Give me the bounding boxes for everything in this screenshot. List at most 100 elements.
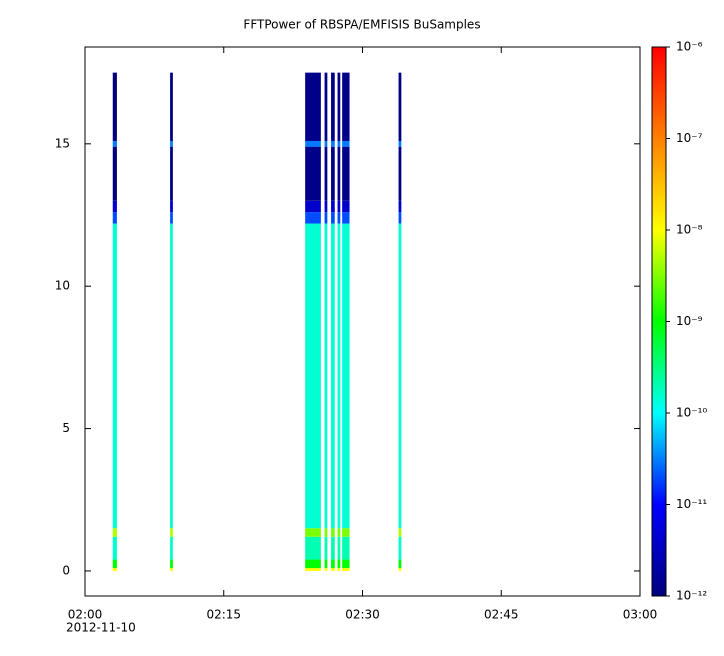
spectrogram-cell — [331, 140, 335, 147]
spectrogram-cell — [342, 568, 350, 571]
spectrogram-cell — [170, 200, 173, 213]
spectrogram-cell — [112, 140, 117, 147]
spectrogram-cell — [324, 212, 328, 224]
spectrogram-cell — [337, 146, 341, 201]
spectrogram-cell — [170, 140, 173, 147]
spectrogram-cell — [112, 568, 117, 571]
spectrogram-cell — [112, 146, 117, 201]
x-tick-label: 02:45 — [484, 608, 519, 622]
spectrogram-cell — [305, 146, 321, 201]
spectrogram-cell — [324, 528, 328, 537]
spectrogram-cell — [170, 559, 173, 569]
spectrogram-cell — [331, 559, 335, 569]
spectrogram-cell — [112, 223, 117, 529]
spectrogram-cell — [398, 559, 402, 569]
spectrogram-cell — [398, 528, 402, 537]
spectrogram-cell — [331, 528, 335, 537]
spectrogram-cell — [337, 559, 341, 569]
spectrogram-cell — [342, 559, 350, 569]
colorbar-tick-label: 10⁻⁷ — [676, 131, 703, 145]
spectrogram-cell — [342, 200, 350, 213]
spectrogram-cell — [170, 528, 173, 537]
spectrogram-cell — [112, 72, 117, 141]
spectrogram-cell — [324, 146, 328, 201]
x-tick-label: 02:15 — [206, 608, 241, 622]
spectrogram-cell — [337, 568, 341, 571]
spectrogram-cell — [398, 200, 402, 213]
spectrogram-cell — [112, 528, 117, 537]
spectrogram-cell — [170, 536, 173, 560]
colorbar — [651, 46, 667, 597]
plot-frame — [84, 46, 641, 597]
spectrogram-cell — [342, 140, 350, 147]
y-tick-label: 10 — [55, 279, 70, 293]
spectrogram-cell — [324, 223, 328, 529]
spectrogram-cell — [398, 568, 402, 571]
spectrogram-cell — [342, 223, 350, 529]
colorbar-tick-label: 10⁻⁸ — [676, 223, 703, 237]
spectrogram-cell — [324, 568, 328, 571]
colorbar-tick-label: 10⁻¹¹ — [676, 497, 707, 511]
colorbar-tick-label: 10⁻⁶ — [676, 40, 703, 54]
spectrogram-cell — [170, 72, 173, 141]
spectrogram-cell — [324, 200, 328, 213]
spectrogram-cell — [331, 146, 335, 201]
x-tick-label: 03:00 — [623, 608, 658, 622]
x-tick-label: 02:30 — [345, 608, 380, 622]
spectrogram-cell — [112, 212, 117, 224]
spectrogram-cell — [305, 559, 321, 569]
spectrogram-cell — [305, 223, 321, 529]
chart-title: FFTPower of RBSPA/EMFISIS BuSamples — [243, 18, 480, 32]
spectrogram-cell — [331, 212, 335, 224]
spectrogram-cell — [331, 568, 335, 571]
x-tick-label: 02:00 — [68, 608, 103, 622]
spectrogram-cell — [398, 146, 402, 201]
spectrogram-cell — [398, 212, 402, 224]
spectrogram-cell — [342, 212, 350, 224]
spectrogram-cell — [324, 536, 328, 560]
spectrogram-cell — [342, 146, 350, 201]
spectrogram-cell — [331, 72, 335, 141]
y-tick-label: 0 — [62, 563, 70, 577]
spectrogram-cell — [112, 200, 117, 213]
y-tick-label: 5 — [62, 421, 70, 435]
spectrogram-cell — [337, 212, 341, 224]
spectrogram-cell — [305, 528, 321, 537]
spectrogram-cell — [170, 568, 173, 571]
spectrogram-cell — [305, 72, 321, 141]
spectrogram-cell — [331, 223, 335, 529]
spectrogram-cell — [305, 200, 321, 213]
spectrogram-cell — [324, 140, 328, 147]
spectrogram-cell — [342, 528, 350, 537]
spectrogram-cell — [331, 200, 335, 213]
spectrogram-cell — [112, 536, 117, 560]
spectrogram-cell — [398, 536, 402, 560]
spectrogram-cell — [324, 559, 328, 569]
spectrogram-cell — [342, 536, 350, 560]
spectrogram-cell — [305, 568, 321, 571]
spectrogram-cell — [398, 140, 402, 147]
spectrogram-cell — [305, 212, 321, 224]
colorbar-tick-label: 10⁻⁹ — [676, 314, 703, 328]
spectrogram-cell — [342, 72, 350, 141]
spectrogram-cell — [305, 536, 321, 560]
spectrogram-cell — [305, 140, 321, 147]
spectrogram-cell — [331, 536, 335, 560]
spectrogram-cell — [337, 528, 341, 537]
date-label: 2012-11-10 — [66, 621, 136, 635]
colorbar-tick-label: 10⁻¹² — [676, 589, 707, 603]
spectrogram-cell — [398, 223, 402, 529]
spectrogram-cell — [170, 146, 173, 201]
spectrogram-cell — [337, 200, 341, 213]
spectrogram-cell — [398, 72, 402, 141]
spectrogram-cell — [324, 72, 328, 141]
spectrogram-cell — [337, 72, 341, 141]
spectrogram-cell — [337, 223, 341, 529]
spectrogram-cell — [170, 223, 173, 529]
spectrogram-cell — [337, 536, 341, 560]
spectrogram-cell — [337, 140, 341, 147]
colorbar-tick-label: 10⁻¹⁰ — [676, 406, 707, 420]
spectrogram-cell — [170, 212, 173, 224]
y-tick-label: 15 — [55, 136, 70, 150]
